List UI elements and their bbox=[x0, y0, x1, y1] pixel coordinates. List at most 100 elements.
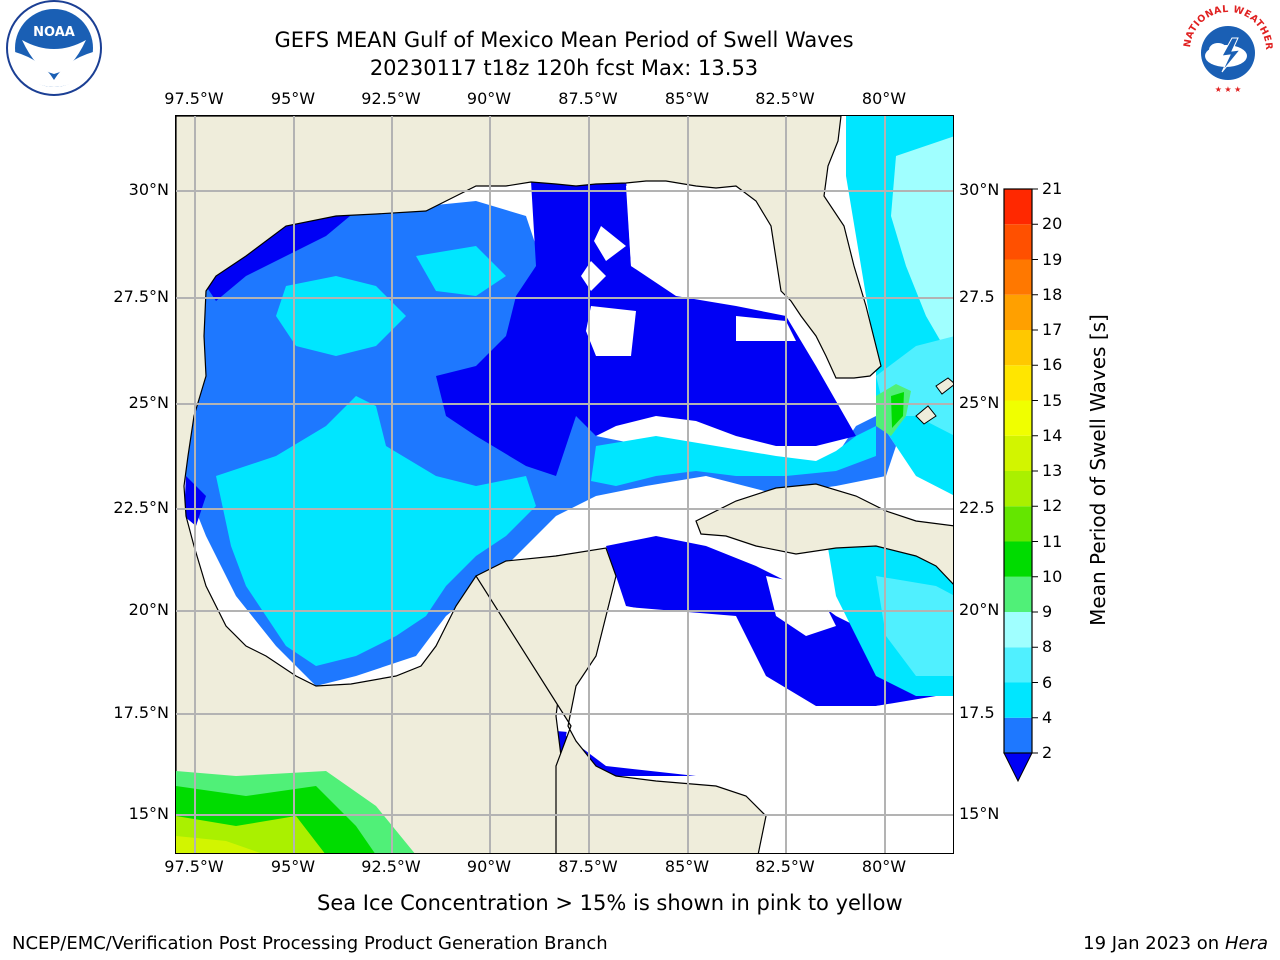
lon-label-bottom: 82.5°W bbox=[755, 857, 815, 876]
lat-label-left: 30°N bbox=[128, 180, 169, 199]
colorbar-tick-label: 19 bbox=[1042, 249, 1063, 269]
colorbar-tick-label: 2 bbox=[1042, 743, 1053, 762]
swell-field-cyan bbox=[591, 426, 876, 486]
colorbar-segment bbox=[1004, 717, 1032, 753]
colorbar-tick-label: 11 bbox=[1042, 531, 1063, 551]
lat-label-right: 17.5 bbox=[959, 703, 995, 722]
date-text: 19 Jan 2023 on bbox=[1083, 933, 1225, 954]
sea-ice-note: Sea Ice Concentration > 15% is shown in … bbox=[317, 891, 903, 915]
missing-data-area bbox=[736, 316, 796, 341]
missing-data-area bbox=[566, 606, 953, 853]
map-panel bbox=[175, 115, 954, 854]
machine-name: Hera bbox=[1224, 933, 1268, 954]
lon-label-top: 82.5°W bbox=[755, 89, 815, 108]
colorbar-segment bbox=[1004, 259, 1032, 295]
lon-label-bottom: 95°W bbox=[270, 857, 316, 876]
colorbar-segment bbox=[1004, 541, 1032, 577]
colorbar-tick-label: 17 bbox=[1042, 320, 1063, 339]
colorbar-tick-label: 4 bbox=[1042, 707, 1053, 727]
colorbar-segment bbox=[1004, 294, 1032, 330]
lon-label-top: 97.5°W bbox=[164, 89, 224, 108]
lon-label-top: 95°W bbox=[270, 89, 316, 108]
colorbar-segment bbox=[1004, 471, 1032, 507]
lon-label-top: 92.5°W bbox=[361, 89, 421, 108]
colorbar-segment bbox=[1004, 506, 1032, 542]
lat-label-right: 20°N bbox=[959, 600, 1000, 619]
colorbar-tick-label: 12 bbox=[1042, 496, 1063, 516]
colorbar-extension bbox=[1003, 752, 1033, 783]
lat-label-right: 27.5 bbox=[959, 287, 995, 306]
svg-text:★ ★ ★: ★ ★ ★ bbox=[1215, 85, 1242, 94]
colorbar-tick-label: 6 bbox=[1042, 672, 1053, 692]
lat-label-right: 30°N bbox=[959, 180, 1000, 199]
graticule bbox=[176, 116, 953, 853]
colorbar-tick-label: 20 bbox=[1042, 214, 1063, 234]
missing-data-area bbox=[594, 226, 626, 261]
colorbar-segment bbox=[1004, 400, 1032, 436]
colorbar-tick-label: 13 bbox=[1042, 461, 1063, 480]
swell-field-light-cyan bbox=[876, 576, 953, 676]
land-central-america bbox=[475, 547, 767, 853]
swell-field-cyan bbox=[216, 396, 536, 666]
lon-label-top: 85°W bbox=[664, 89, 710, 108]
noaa-logo-icon: NOAA bbox=[6, 0, 102, 96]
colorbar-label: Mean Period of Swell Waves [s] bbox=[1086, 314, 1110, 626]
land-bahamas bbox=[915, 405, 937, 425]
colorbar-tick-label: 14 bbox=[1042, 425, 1063, 445]
map-title: GEFS MEAN Gulf of Mexico Mean Period of … bbox=[274, 28, 854, 52]
colorbar-segment bbox=[1004, 612, 1032, 648]
colorbar-tick-label: 9 bbox=[1042, 602, 1053, 621]
swell-period-map bbox=[176, 116, 953, 853]
colorbar-segment bbox=[1004, 330, 1032, 366]
missing-data-area bbox=[586, 306, 636, 356]
colorbar-tick-label: 8 bbox=[1042, 637, 1053, 657]
swell-field-dark-blue bbox=[206, 211, 356, 301]
colorbar-segment bbox=[1004, 647, 1032, 683]
swell-field-green bbox=[891, 392, 904, 428]
lat-label-left: 25°N bbox=[128, 393, 169, 412]
missing-data-area bbox=[581, 261, 606, 291]
colorbar-tick-label: 15 bbox=[1042, 390, 1063, 410]
lat-label-right: 22.5 bbox=[959, 498, 995, 517]
lat-label-left: 27.5°N bbox=[113, 287, 169, 306]
colorbar-segment bbox=[1004, 365, 1032, 401]
nws-logo-icon: NATIONAL WEATHER SERVICE ★ ★ ★ bbox=[1176, 0, 1274, 94]
lat-label-left: 15°N bbox=[128, 804, 169, 823]
swell-field-cyan bbox=[276, 276, 406, 356]
swell-field-yellow bbox=[176, 836, 261, 853]
missing-data-area bbox=[766, 576, 836, 636]
lon-label-bottom: 90°W bbox=[466, 857, 512, 876]
land-bahamas bbox=[935, 377, 953, 395]
colorbar-segment bbox=[1004, 189, 1032, 225]
colorbar-segment bbox=[1004, 435, 1032, 471]
lon-label-bottom: 97.5°W bbox=[164, 857, 224, 876]
map-subtitle: 20230117 t18z 120h fcst Max: 13.53 bbox=[369, 56, 759, 80]
missing-data-area bbox=[626, 176, 786, 296]
lat-label-right: 15°N bbox=[959, 804, 1000, 823]
lon-label-bottom: 85°W bbox=[664, 857, 710, 876]
lat-label-left: 20°N bbox=[128, 600, 169, 619]
colorbar-segment bbox=[1004, 576, 1032, 612]
lon-label-bottom: 87.5°W bbox=[558, 857, 618, 876]
colorbar-segment bbox=[1004, 682, 1032, 718]
lon-label-top: 87.5°W bbox=[558, 89, 618, 108]
lat-label-left: 17.5°N bbox=[113, 703, 169, 722]
lat-label-left: 22.5°N bbox=[113, 498, 169, 517]
swell-field-dark-blue bbox=[436, 178, 856, 476]
lon-label-top: 80°W bbox=[861, 89, 907, 108]
lon-label-bottom: 92.5°W bbox=[361, 857, 421, 876]
colorbar-tick-label: 21 bbox=[1042, 179, 1063, 198]
lat-label-right: 25°N bbox=[959, 393, 1000, 412]
credit-text: NCEP/EMC/Verification Post Processing Pr… bbox=[12, 933, 608, 954]
date-stamp: 19 Jan 2023 on Hera bbox=[1083, 934, 1268, 954]
lon-label-bottom: 80°W bbox=[861, 857, 907, 876]
noaa-logo-text: NOAA bbox=[33, 25, 75, 40]
colorbar-tick-label: 18 bbox=[1042, 284, 1063, 304]
colorbar-tick-label: 10 bbox=[1042, 566, 1063, 586]
lon-label-top: 90°W bbox=[466, 89, 512, 108]
swell-field-light-cyan bbox=[891, 136, 953, 363]
swell-field-cyan bbox=[416, 246, 506, 296]
colorbar-segment bbox=[1004, 224, 1032, 260]
